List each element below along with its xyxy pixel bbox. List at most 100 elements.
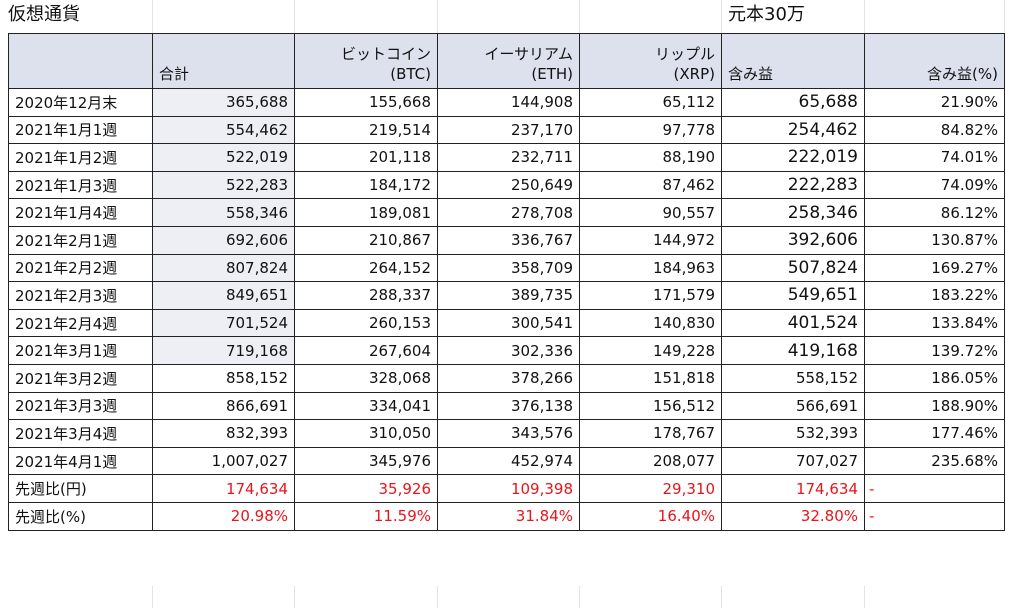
header-cell-gain[interactable]: 含み益 bbox=[721, 33, 865, 89]
gain-cell[interactable]: 566,691 bbox=[721, 391, 865, 421]
total-cell[interactable]: 692,606 bbox=[152, 225, 295, 255]
eth-cell[interactable]: 144,908 bbox=[437, 88, 580, 117]
eth-cell[interactable]: 237,170 bbox=[437, 115, 580, 145]
total-cell[interactable]: 522,019 bbox=[152, 143, 295, 172]
gain-cell[interactable]: 549,651 bbox=[721, 281, 865, 310]
btc-cell[interactable]: 210,867 bbox=[294, 225, 438, 255]
xrp-cell[interactable]: 90,557 bbox=[579, 198, 722, 227]
row-label-cell[interactable]: 2021年1月1週 bbox=[8, 115, 153, 145]
row-label-cell[interactable]: 2021年1月2週 bbox=[8, 143, 153, 172]
xrp-cell[interactable]: 88,190 bbox=[579, 143, 722, 172]
eth-cell[interactable]: 389,735 bbox=[437, 281, 580, 310]
eth-cell[interactable]: 378,266 bbox=[437, 363, 580, 393]
btc-cell[interactable]: 267,604 bbox=[294, 336, 438, 365]
gain-cell[interactable]: 258,346 bbox=[721, 198, 865, 227]
gain-pct-cell[interactable]: 133.84% bbox=[864, 308, 1005, 338]
gain-pct-cell[interactable]: 130.87% bbox=[864, 225, 1005, 255]
gain-cell[interactable]: 401,524 bbox=[721, 308, 865, 338]
total-cell[interactable]: 558,346 bbox=[152, 198, 295, 227]
summary-gain-cell[interactable]: 174,634 bbox=[721, 474, 865, 503]
gain-cell[interactable]: 392,606 bbox=[721, 225, 865, 255]
gain-cell[interactable]: 532,393 bbox=[721, 419, 865, 448]
gain-pct-cell[interactable]: 86.12% bbox=[864, 198, 1005, 227]
btc-cell[interactable]: 288,337 bbox=[294, 281, 438, 310]
row-label-cell[interactable]: 2021年2月1週 bbox=[8, 225, 153, 255]
btc-cell[interactable]: 345,976 bbox=[294, 446, 438, 476]
eth-cell[interactable]: 358,709 bbox=[437, 253, 580, 283]
xrp-cell[interactable]: 65,112 bbox=[579, 88, 722, 117]
summary-dash-cell[interactable]: - bbox=[864, 501, 1005, 531]
xrp-cell[interactable]: 87,462 bbox=[579, 170, 722, 200]
xrp-cell[interactable]: 97,778 bbox=[579, 115, 722, 145]
header-cell-eth[interactable]: イーサリアム (ETH) bbox=[437, 33, 580, 89]
eth-cell[interactable]: 278,708 bbox=[437, 198, 580, 227]
total-cell[interactable]: 849,651 bbox=[152, 281, 295, 310]
header-cell-gain-pct[interactable]: 含み益(%) bbox=[864, 33, 1005, 89]
total-cell[interactable]: 719,168 bbox=[152, 336, 295, 365]
gain-pct-cell[interactable]: 183.22% bbox=[864, 281, 1005, 310]
eth-cell[interactable]: 343,576 bbox=[437, 419, 580, 448]
eth-cell[interactable]: 336,767 bbox=[437, 225, 580, 255]
row-label-cell[interactable]: 2021年3月4週 bbox=[8, 419, 153, 448]
gain-pct-cell[interactable]: 84.82% bbox=[864, 115, 1005, 145]
gain-cell[interactable]: 254,462 bbox=[721, 115, 865, 145]
total-cell[interactable]: 866,691 bbox=[152, 391, 295, 421]
gain-pct-cell[interactable]: 169.27% bbox=[864, 253, 1005, 283]
total-cell[interactable]: 554,462 bbox=[152, 115, 295, 145]
summary-dash-cell[interactable]: - bbox=[864, 474, 1005, 503]
eth-cell[interactable]: 376,138 bbox=[437, 391, 580, 421]
xrp-cell[interactable]: 149,228 bbox=[579, 336, 722, 365]
gain-pct-cell[interactable]: 21.90% bbox=[864, 88, 1005, 117]
btc-cell[interactable]: 201,118 bbox=[294, 143, 438, 172]
gain-cell[interactable]: 507,824 bbox=[721, 253, 865, 283]
row-label-cell[interactable]: 2021年1月3週 bbox=[8, 170, 153, 200]
total-cell[interactable]: 832,393 bbox=[152, 419, 295, 448]
total-cell[interactable]: 522,283 bbox=[152, 170, 295, 200]
eth-cell[interactable]: 250,649 bbox=[437, 170, 580, 200]
xrp-cell[interactable]: 171,579 bbox=[579, 281, 722, 310]
gain-cell[interactable]: 419,168 bbox=[721, 336, 865, 365]
btc-cell[interactable]: 184,172 bbox=[294, 170, 438, 200]
btc-cell[interactable]: 155,668 bbox=[294, 88, 438, 117]
sheet-title[interactable]: 仮想通貨 bbox=[8, 4, 80, 25]
gain-pct-cell[interactable]: 74.01% bbox=[864, 143, 1005, 172]
row-label-cell[interactable]: 2021年2月2週 bbox=[8, 253, 153, 283]
row-label-cell[interactable]: 2021年3月1週 bbox=[8, 336, 153, 365]
gain-pct-cell[interactable]: 177.46% bbox=[864, 419, 1005, 448]
btc-cell[interactable]: 189,081 bbox=[294, 198, 438, 227]
eth-cell[interactable]: 302,336 bbox=[437, 336, 580, 365]
eth-cell[interactable]: 232,711 bbox=[437, 143, 580, 172]
total-cell[interactable]: 858,152 bbox=[152, 363, 295, 393]
summary-total-cell[interactable]: 20.98% bbox=[152, 501, 295, 531]
gain-pct-cell[interactable]: 186.05% bbox=[864, 363, 1005, 393]
total-cell[interactable]: 807,824 bbox=[152, 253, 295, 283]
capital-note[interactable]: 元本30万 bbox=[728, 4, 805, 25]
xrp-cell[interactable]: 156,512 bbox=[579, 391, 722, 421]
xrp-cell[interactable]: 178,767 bbox=[579, 419, 722, 448]
xrp-cell[interactable]: 144,972 bbox=[579, 225, 722, 255]
summary-eth-cell[interactable]: 31.84% bbox=[437, 501, 580, 531]
gain-pct-cell[interactable]: 74.09% bbox=[864, 170, 1005, 200]
btc-cell[interactable]: 310,050 bbox=[294, 419, 438, 448]
row-label-cell[interactable]: 2021年2月3週 bbox=[8, 281, 153, 310]
gain-pct-cell[interactable]: 188.90% bbox=[864, 391, 1005, 421]
summary-eth-cell[interactable]: 109,398 bbox=[437, 474, 580, 503]
xrp-cell[interactable]: 208,077 bbox=[579, 446, 722, 476]
summary-label-cell[interactable]: 先週比(円) bbox=[8, 474, 153, 503]
gain-cell[interactable]: 558,152 bbox=[721, 363, 865, 393]
xrp-cell[interactable]: 184,963 bbox=[579, 253, 722, 283]
summary-label-cell[interactable]: 先週比(%) bbox=[8, 501, 153, 531]
header-cell-total[interactable]: 合計 bbox=[152, 33, 295, 89]
row-label-cell[interactable]: 2020年12月末 bbox=[8, 88, 153, 117]
row-label-cell[interactable]: 2021年2月4週 bbox=[8, 308, 153, 338]
header-cell-btc[interactable]: ビットコイン (BTC) bbox=[294, 33, 438, 89]
row-label-cell[interactable]: 2021年3月3週 bbox=[8, 391, 153, 421]
summary-total-cell[interactable]: 174,634 bbox=[152, 474, 295, 503]
gain-cell[interactable]: 222,283 bbox=[721, 170, 865, 200]
gain-cell[interactable]: 65,688 bbox=[721, 88, 865, 117]
total-cell[interactable]: 701,524 bbox=[152, 308, 295, 338]
gain-pct-cell[interactable]: 235.68% bbox=[864, 446, 1005, 476]
row-label-cell[interactable]: 2021年3月2週 bbox=[8, 363, 153, 393]
btc-cell[interactable]: 260,153 bbox=[294, 308, 438, 338]
row-label-cell[interactable]: 2021年1月4週 bbox=[8, 198, 153, 227]
